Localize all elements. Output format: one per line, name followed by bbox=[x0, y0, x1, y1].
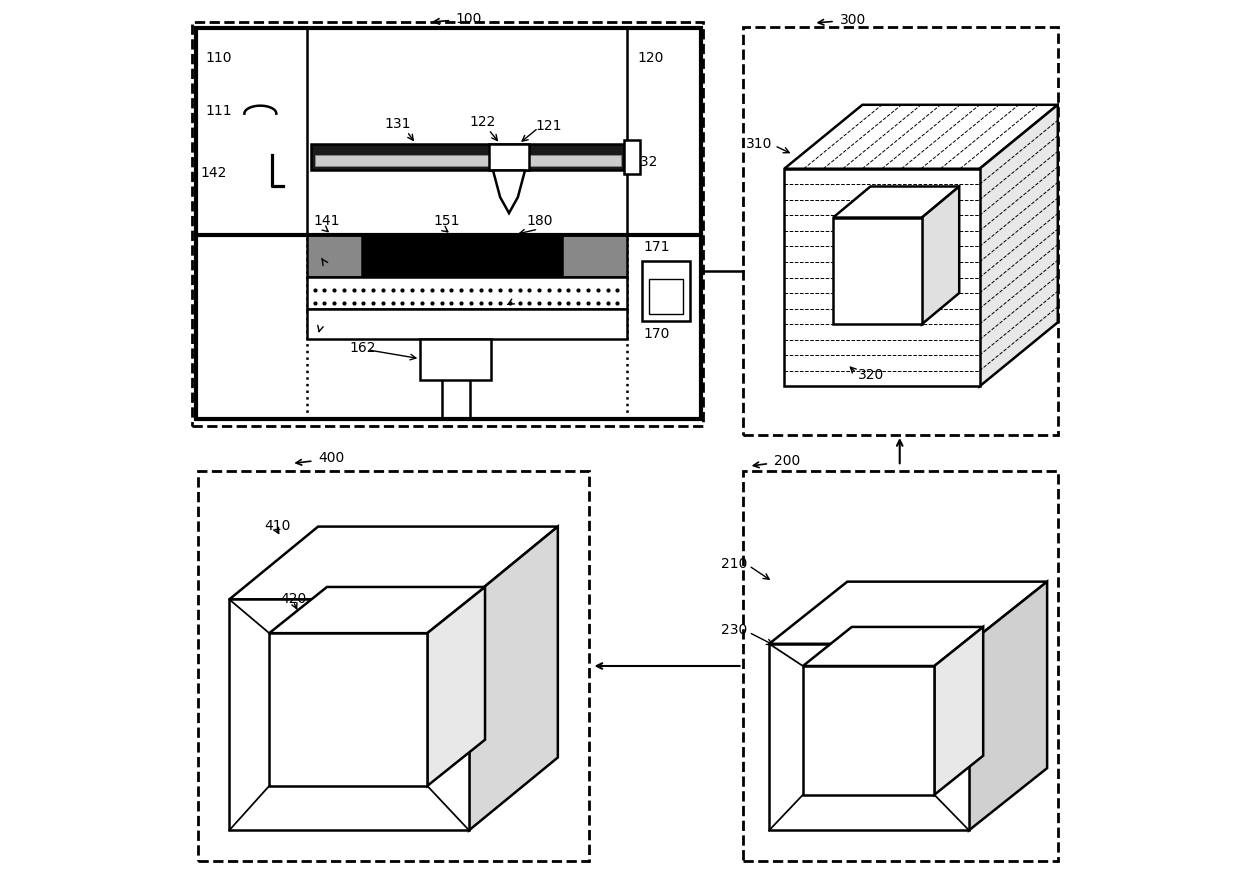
Polygon shape bbox=[784, 105, 1058, 169]
Polygon shape bbox=[229, 599, 469, 830]
Polygon shape bbox=[428, 587, 485, 786]
Text: 142: 142 bbox=[200, 166, 227, 180]
Polygon shape bbox=[494, 170, 525, 213]
Text: 164: 164 bbox=[311, 254, 337, 268]
Polygon shape bbox=[968, 582, 1047, 830]
Bar bbox=[642, 261, 691, 321]
Polygon shape bbox=[769, 582, 1047, 644]
Text: 120: 120 bbox=[637, 51, 665, 65]
Text: 161: 161 bbox=[308, 321, 334, 336]
Text: 180: 180 bbox=[527, 214, 553, 228]
Text: 100: 100 bbox=[456, 12, 482, 26]
Polygon shape bbox=[229, 527, 558, 599]
Polygon shape bbox=[469, 527, 558, 830]
Text: 170: 170 bbox=[644, 327, 670, 341]
Text: 141: 141 bbox=[314, 214, 340, 228]
Text: 171: 171 bbox=[644, 240, 670, 254]
Text: 320: 320 bbox=[858, 368, 884, 382]
Text: 310: 310 bbox=[746, 137, 773, 151]
Polygon shape bbox=[784, 169, 980, 386]
Text: 230: 230 bbox=[720, 623, 746, 638]
Text: 163: 163 bbox=[500, 295, 527, 309]
Bar bbox=[420, 339, 491, 380]
Text: 111: 111 bbox=[206, 104, 232, 118]
Text: 121: 121 bbox=[536, 119, 562, 133]
Bar bbox=[311, 144, 625, 170]
Text: 410: 410 bbox=[265, 519, 291, 533]
Polygon shape bbox=[935, 627, 983, 795]
Text: 131: 131 bbox=[384, 116, 412, 131]
Polygon shape bbox=[804, 627, 983, 666]
Polygon shape bbox=[804, 666, 935, 795]
Bar bbox=[315, 155, 621, 166]
Text: 162: 162 bbox=[350, 341, 376, 355]
Polygon shape bbox=[921, 186, 960, 324]
Polygon shape bbox=[769, 644, 968, 830]
Text: 132: 132 bbox=[631, 155, 658, 169]
Bar bbox=[490, 144, 528, 170]
Bar bbox=[198, 471, 589, 861]
Polygon shape bbox=[269, 587, 485, 633]
Polygon shape bbox=[980, 105, 1058, 386]
Text: 151: 151 bbox=[434, 214, 460, 228]
Bar bbox=[362, 235, 562, 277]
Text: 300: 300 bbox=[841, 12, 867, 27]
Polygon shape bbox=[833, 186, 960, 218]
Polygon shape bbox=[269, 633, 428, 786]
Bar bbox=[650, 279, 683, 314]
Text: 122: 122 bbox=[469, 115, 496, 129]
Bar bbox=[625, 140, 640, 174]
Bar bbox=[308, 277, 627, 309]
Polygon shape bbox=[833, 218, 921, 324]
Text: 110: 110 bbox=[206, 51, 232, 65]
Bar bbox=[308, 309, 627, 339]
Bar bbox=[743, 471, 1058, 861]
Bar bbox=[743, 27, 1058, 435]
Text: 220: 220 bbox=[816, 712, 842, 726]
Text: 210: 210 bbox=[720, 557, 746, 571]
Text: 420: 420 bbox=[280, 592, 308, 607]
Text: 200: 200 bbox=[774, 454, 800, 468]
Bar bbox=[308, 235, 362, 277]
Bar bbox=[196, 28, 701, 419]
Text: 400: 400 bbox=[319, 451, 345, 465]
Bar bbox=[192, 22, 703, 426]
Bar bbox=[562, 235, 627, 277]
